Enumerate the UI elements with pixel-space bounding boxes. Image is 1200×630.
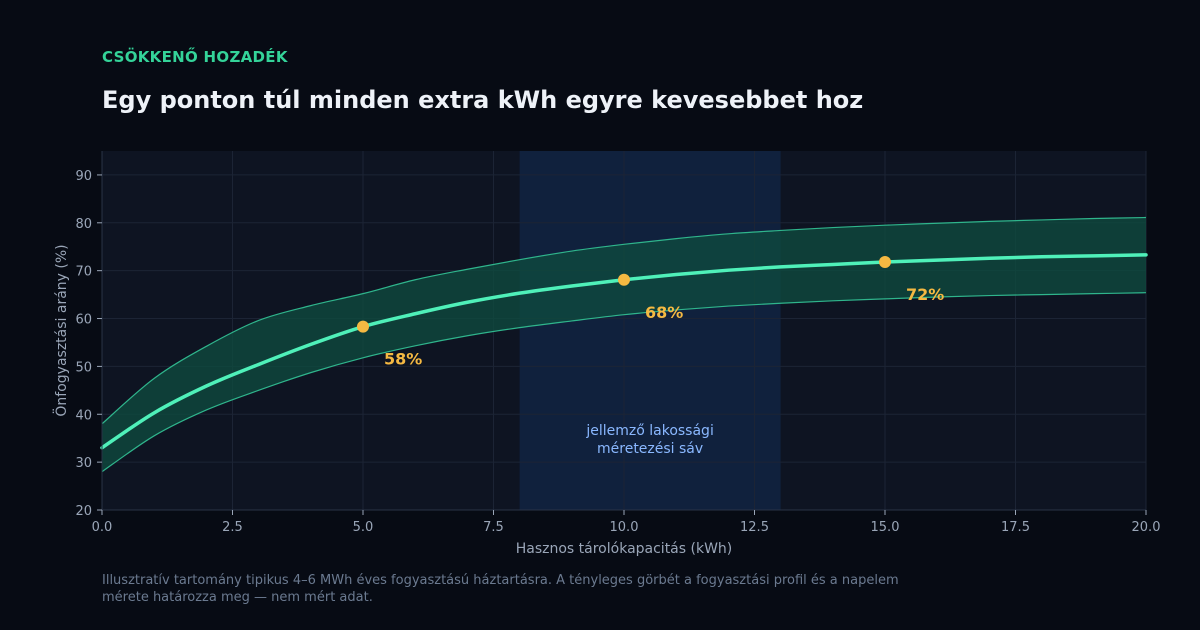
x-tick-label: 20.0 [1132, 520, 1161, 535]
x-axis-label: Hasznos tárolókapacitás (kWh) [516, 541, 733, 557]
x-tick-label: 2.5 [222, 520, 243, 535]
footnote: Illusztratív tartomány tipikus 4–6 MWh é… [102, 573, 899, 605]
chart-title: Egy ponton túl minden extra kWh egyre ke… [102, 86, 864, 114]
highlight-label: 72% [906, 285, 944, 304]
x-tick-label: 5.0 [353, 520, 374, 535]
highlight-label: 68% [645, 303, 683, 322]
y-tick-label: 80 [75, 217, 92, 232]
y-tick-label: 50 [75, 360, 92, 375]
highlight-point [357, 320, 369, 333]
band-lower-edge [101, 292, 1147, 473]
x-tick-label: 0.0 [92, 520, 113, 535]
uncertainty-band [102, 217, 1146, 472]
y-tick-label: 20 [75, 504, 92, 519]
x-tick-label: 17.5 [1001, 520, 1030, 535]
eyebrow-label: CSÖKKENŐ HOZADÉK [102, 48, 288, 66]
x-tick-label: 7.5 [483, 520, 504, 535]
y-tick-label: 90 [75, 169, 92, 184]
y-tick-label: 30 [75, 456, 92, 471]
highlight-point [618, 273, 630, 286]
typical-zone-label: méretezési sáv [597, 441, 703, 457]
typical-sizing-zone [519, 151, 781, 510]
x-tick-label: 10.0 [610, 520, 639, 535]
y-tick-label: 70 [75, 265, 92, 280]
y-tick-label: 60 [75, 313, 92, 328]
x-tick-label: 12.5 [740, 520, 769, 535]
band-upper-edge [101, 216, 1147, 425]
y-tick-label: 40 [75, 408, 92, 423]
x-tick-label: 15.0 [871, 520, 900, 535]
typical-zone-label: jellemző lakossági [585, 423, 713, 439]
highlight-point [879, 256, 891, 269]
y-axis-label: Önfogyasztási arány (%) [52, 244, 70, 416]
highlight-label: 58% [384, 350, 422, 369]
